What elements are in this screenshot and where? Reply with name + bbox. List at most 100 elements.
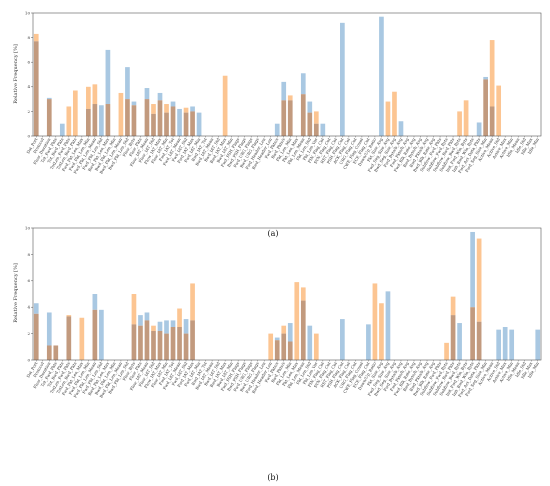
chart-panel-b: Relative Frequency [%] 0 2 4 6 8 10 Dst_PortP…	[13, 225, 542, 482]
y-tick-label: 2	[27, 109, 30, 114]
orange-series-bar	[392, 91, 397, 136]
blue-series-bar	[307, 325, 313, 360]
blue-series-bar	[535, 329, 541, 360]
overlap-bar	[281, 333, 287, 360]
blue-series-bar	[300, 73, 306, 95]
blue-series-bar	[502, 327, 508, 360]
orange-series-bar	[72, 90, 78, 136]
blue-series-bar	[131, 101, 137, 106]
blue-series-bar	[190, 106, 195, 112]
orange-series-bar	[281, 325, 287, 334]
blue-series-bar	[105, 49, 111, 105]
y-tick-label: 4	[27, 84, 30, 89]
orange-series-bar	[151, 325, 156, 331]
overlap-bar	[92, 104, 98, 136]
blue-series-bar	[340, 22, 345, 137]
overlap-bar	[157, 330, 163, 360]
orange-series-bar	[268, 333, 274, 360]
orange-series-bar	[79, 317, 85, 360]
blue-series-bar	[92, 294, 98, 310]
y-tick-label: 0	[27, 357, 30, 362]
orange-series-bar	[66, 106, 72, 136]
overlap-bar	[131, 324, 137, 360]
blue-series-bar	[340, 319, 345, 360]
orange-series-bar	[294, 282, 300, 360]
orange-series-bar	[151, 104, 156, 114]
overlap-bar	[489, 106, 495, 136]
orange-series-bar	[496, 85, 502, 136]
blue-series-bar	[496, 329, 502, 360]
overlap-bar	[183, 112, 189, 136]
blue-series-bar	[320, 123, 326, 136]
blue-series-bar	[509, 329, 515, 360]
blue-series-bar	[457, 323, 462, 360]
blue-series-bar	[398, 121, 404, 136]
overlap-bar	[307, 112, 313, 136]
blue-series-bar	[144, 88, 150, 100]
orange-series-bar	[313, 111, 319, 124]
y-ticks-a: 0 2 4 6 8 10	[25, 10, 33, 138]
blue-series-bar	[164, 320, 169, 334]
blue-series-bar	[99, 105, 104, 136]
blue-series-bar	[307, 101, 313, 113]
overlap-bar	[151, 113, 156, 136]
overlap-bar	[483, 79, 488, 136]
caption-a: (a)	[267, 229, 278, 238]
overlap-bar	[33, 41, 39, 136]
overlap-bar	[164, 112, 169, 136]
orange-series-bar	[379, 303, 384, 360]
orange-series-bar	[177, 308, 182, 327]
y-tick-label: 0	[27, 133, 30, 138]
blue-series-bar	[157, 321, 163, 331]
overlap-bar	[151, 330, 156, 360]
overlap-bar	[190, 320, 195, 360]
blue-series-bar	[46, 97, 52, 100]
overlap-bar	[46, 99, 52, 136]
overlap-bar	[470, 307, 475, 360]
blue-series-bar	[170, 320, 176, 327]
x-ticks-b: Dst_PortProtocolFlow_DurationTot_Fwd_Pkt…	[25, 360, 540, 399]
overlap-bar	[287, 100, 293, 136]
overlap-bar	[33, 313, 39, 360]
y-tick-label: 10	[25, 10, 31, 15]
overlap-bar	[53, 345, 59, 360]
blue-series-bar	[274, 337, 280, 341]
chart-panel-a: Relative Frequency [%] 0 2 4 6 8 10 Dst_PortP…	[13, 10, 542, 238]
plot-border	[32, 227, 542, 361]
y-tick-label: 6	[27, 60, 30, 65]
overlap-bar	[170, 327, 176, 360]
bars-a	[33, 16, 502, 137]
overlap-bar	[92, 309, 98, 360]
overlap-bar	[157, 100, 163, 136]
bars-b	[33, 231, 541, 360]
overlap-bar	[144, 99, 150, 136]
blue-series-bar	[177, 108, 182, 136]
overlap-bar	[183, 333, 189, 360]
blue-series-bar	[483, 76, 488, 80]
overlap-bar	[300, 94, 306, 136]
overlap-bar	[131, 105, 137, 136]
overlap-bar	[138, 325, 143, 360]
blue-series-bar	[170, 101, 176, 107]
overlap-bar	[105, 104, 111, 136]
blue-series-bar	[33, 303, 39, 314]
overlap-bar	[287, 341, 293, 360]
blue-series-bar	[385, 291, 391, 360]
orange-series-bar	[190, 283, 195, 321]
orange-series-bar	[164, 104, 169, 113]
blue-series-bar	[366, 324, 371, 360]
y-tick-label: 4	[27, 305, 30, 310]
overlap-bar	[177, 327, 182, 360]
overlap-bar	[66, 316, 72, 360]
orange-series-bar	[450, 296, 456, 316]
y-tick-label: 6	[27, 278, 30, 283]
orange-series-bar	[385, 101, 391, 136]
orange-series-bar	[287, 95, 293, 101]
blue-series-bar	[476, 122, 482, 136]
caption-b: (b)	[267, 473, 278, 482]
orange-series-bar	[131, 294, 137, 325]
blue-series-bar	[125, 67, 130, 100]
blue-series-bar	[281, 81, 287, 101]
blue-series-bar	[379, 16, 384, 136]
